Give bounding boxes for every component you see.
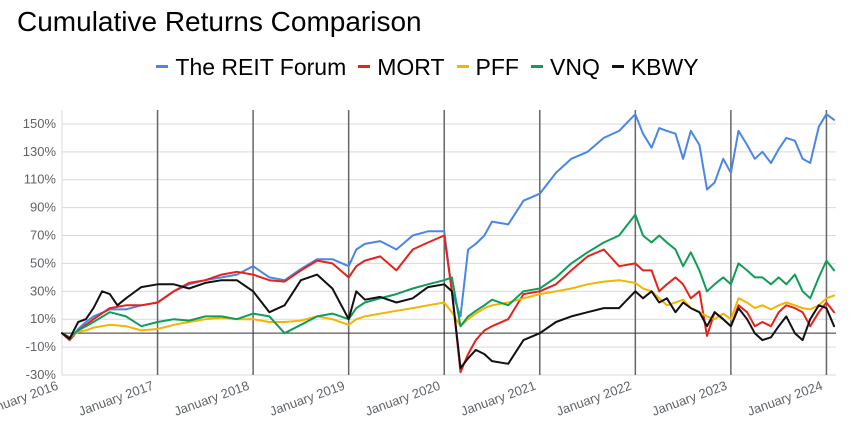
legend-item: The REIT Forum [156, 54, 346, 81]
legend-label: MORT [377, 54, 445, 80]
legend-label: KBWY [630, 54, 699, 80]
x-tick-label: January 2017 [76, 378, 155, 419]
legend-swatch [611, 65, 624, 69]
series-line-kbwy [61, 273, 836, 369]
legend-swatch [156, 65, 169, 69]
legend-swatch [358, 65, 371, 69]
y-tick-label: 50% [30, 255, 56, 270]
y-tick-label: -10% [26, 339, 57, 354]
y-tick-label: 110% [24, 172, 57, 187]
x-tick-label: January 2018 [172, 378, 251, 419]
y-tick-label: 130% [23, 144, 57, 159]
legend-swatch [456, 65, 469, 69]
series-line-vnq [61, 213, 836, 339]
y-tick-label: 10% [30, 311, 56, 326]
x-tick-label: January 2024 [745, 378, 824, 419]
y-tick-label: 90% [30, 200, 56, 215]
chart-legend: The REIT Forum MORT PFF VNQ KBWY [0, 54, 855, 81]
legend-item: KBWY [611, 54, 699, 81]
x-tick-label: January 2022 [554, 378, 633, 419]
x-tick-label: January 2016 [0, 378, 60, 419]
chart-title: Cumulative Returns Comparison [17, 6, 422, 37]
x-tick-label: January 2019 [268, 378, 347, 419]
legend-item: PFF [456, 54, 519, 81]
x-tick-label: January 2020 [363, 378, 442, 419]
x-tick-label: January 2023 [650, 378, 729, 419]
y-tick-label: 30% [30, 283, 56, 298]
legend-label: VNQ [550, 54, 600, 80]
legend-label: The REIT Forum [175, 54, 347, 80]
y-tick-label: 150% [23, 116, 57, 131]
y-tick-label: 70% [30, 228, 56, 243]
series-line-mort [61, 234, 836, 374]
legend-item: VNQ [531, 54, 600, 81]
legend-item: MORT [358, 54, 445, 81]
y-tick-label: -30% [26, 367, 57, 382]
x-tick-label: January 2021 [459, 378, 538, 419]
series-line-pff [61, 279, 836, 339]
legend-label: PFF [475, 54, 519, 80]
legend-swatch [531, 65, 543, 69]
